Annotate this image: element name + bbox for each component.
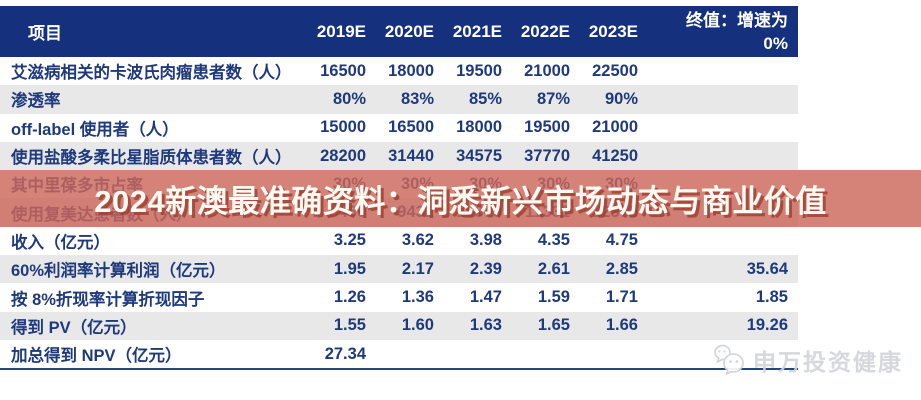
- cell-2020: 2.17: [401, 259, 434, 278]
- cell-2020: 18000: [388, 61, 434, 80]
- row-label: 60%利润率计算利润（亿元）: [11, 262, 226, 281]
- cell-2023: 90%: [604, 89, 638, 108]
- row-label: 渗透率: [11, 92, 61, 111]
- table-row-pv: 得到 PV（亿元） 1.55 1.60 1.63 1.65 1.66 19.26: [0, 311, 798, 340]
- cell-terminal: 35.64: [746, 259, 788, 278]
- table-header-row: 项目 2019E 2020E 2021E 2022E 2023E 终值：增速为 …: [0, 6, 798, 57]
- cell-2023: 41250: [592, 146, 638, 165]
- cell-2019: 1.95: [333, 259, 366, 278]
- table-bottom-border: [0, 368, 798, 371]
- cell-2019: 1.55: [333, 316, 366, 335]
- table-row-penetration: 渗透率 80% 83% 85% 87% 90%: [0, 85, 798, 114]
- cell-2021: 18000: [456, 118, 502, 137]
- cell-2021: 34575: [456, 146, 502, 165]
- cell-2022: 2.61: [537, 259, 570, 278]
- header-project: 项目: [28, 24, 62, 43]
- cell-2022: 4.35: [537, 231, 570, 250]
- cell-2022: 1.59: [537, 288, 570, 307]
- cell-2023: 1.66: [605, 316, 638, 335]
- cell-2023: 2.85: [605, 259, 638, 278]
- row-label: 加总得到 NPV（亿元）: [11, 347, 182, 366]
- overlay-banner-text: 2024新澳最准确资料：洞悉新兴市场动态与商业价值: [94, 184, 827, 219]
- cell-2019: 3.25: [333, 231, 366, 250]
- watermark: 申万投资健康: [710, 340, 903, 380]
- cell-2023: 22500: [592, 61, 638, 80]
- table-row-profit: 60%利润率计算利润（亿元） 1.95 2.17 2.39 2.61 2.85 …: [0, 255, 798, 284]
- cell-2019: 27.34: [324, 344, 366, 363]
- cell-2019: 80%: [332, 89, 366, 108]
- cell-2020: 1.60: [401, 316, 434, 335]
- cell-2021: 19500: [456, 61, 502, 80]
- table-row-revenue: 收入（亿元） 3.25 3.62 3.98 4.35 4.75: [0, 227, 798, 255]
- row-label: 得到 PV（亿元）: [11, 318, 137, 337]
- watermark-text: 申万投资健康: [753, 349, 903, 375]
- row-label: 艾滋病相关的卡波氏肉瘤患者数（人）: [11, 64, 292, 83]
- cell-2019: 1.26: [333, 288, 366, 307]
- header-year-2021e: 2021E: [452, 21, 502, 41]
- header-terminal-value: 终值：增速为 0%: [638, 8, 798, 54]
- header-terminal-line1: 终值：增速为: [686, 11, 788, 31]
- cell-2021: 85%: [468, 89, 502, 108]
- cell-2022: 87%: [536, 89, 570, 108]
- row-label: 按 8%折现率计算折现因子: [11, 290, 205, 309]
- table-row-discount-factor: 按 8%折现率计算折现因子 1.26 1.36 1.47 1.59 1.71 1…: [0, 283, 798, 311]
- cell-2022: 19500: [524, 118, 570, 137]
- cell-terminal: 1.85: [755, 288, 788, 307]
- table-row-patients-ks: 艾滋病相关的卡波氏肉瘤患者数（人） 16500 18000 19500 2100…: [0, 57, 798, 85]
- cell-terminal: 19.26: [746, 316, 788, 335]
- cell-2020: 83%: [400, 89, 434, 108]
- cell-2022: 1.65: [537, 316, 570, 335]
- header-terminal-line2: 0%: [763, 33, 788, 53]
- cell-2021: 1.63: [469, 316, 502, 335]
- cell-2023: 21000: [592, 118, 638, 137]
- overlay-banner: 2024新澳最准确资料：洞悉新兴市场动态与商业价值: [0, 170, 921, 227]
- cell-2020: 16500: [388, 118, 434, 137]
- cell-2022: 37770: [524, 146, 570, 165]
- cell-2021: 3.98: [469, 231, 502, 250]
- table-row-offlabel-users: off-label 使用者（人） 15000 16500 18000 19500…: [0, 114, 798, 142]
- row-label: 收入（亿元）: [11, 233, 110, 252]
- cell-2020: 1.36: [401, 288, 434, 307]
- header-year-2019e: 2019E: [316, 21, 366, 41]
- cell-2021: 2.39: [469, 259, 502, 278]
- cell-2023: 4.75: [605, 231, 638, 250]
- header-year-2023e: 2023E: [588, 21, 638, 41]
- table-row-npv: 加总得到 NPV（亿元） 27.34: [0, 340, 798, 368]
- cell-2019: 15000: [320, 118, 366, 137]
- cell-2023: 1.71: [605, 288, 638, 307]
- wechat-icon: [714, 344, 744, 376]
- cell-2019: 16500: [320, 61, 366, 80]
- table-row-doxorubicin-patients: 使用盐酸多柔比星脂质体患者数（人） 28200 31440 34575 3777…: [0, 141, 798, 171]
- cell-2021: 1.47: [469, 288, 502, 307]
- cell-2019: 28200: [320, 146, 366, 165]
- cell-2020: 3.62: [401, 231, 434, 250]
- cell-2020: 31440: [388, 146, 434, 165]
- cell-2022: 21000: [524, 61, 570, 80]
- header-year-2020e: 2020E: [384, 21, 434, 41]
- row-label: off-label 使用者（人）: [11, 120, 179, 139]
- row-label: 使用盐酸多柔比星脂质体患者数（人）: [11, 149, 292, 168]
- header-year-2022e: 2022E: [520, 21, 570, 41]
